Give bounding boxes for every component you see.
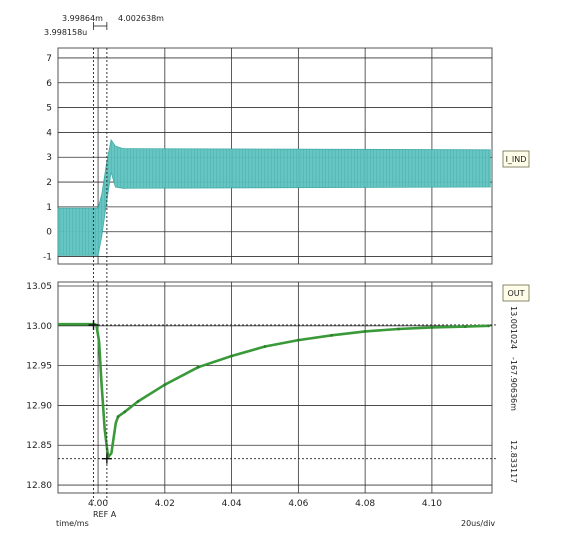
cursor-lines[interactable]: [88, 22, 112, 501]
out-sample-point: [363, 330, 367, 333]
ref-marker-label: REF A: [93, 510, 117, 519]
i-ind-tag-label: I_IND: [506, 155, 527, 164]
right-label-delta: -167.90636m: [509, 357, 518, 411]
top-y-tick-label: 2: [46, 178, 52, 188]
top-y-tick-label: 0: [46, 228, 52, 238]
out-waveform: [58, 322, 491, 459]
out-sample-point: [123, 410, 127, 414]
cursor-2-label: 4.002638m: [118, 14, 164, 23]
bottom-x-tick-label: 4.02: [155, 499, 175, 509]
bottom-x-tick-label: 4.00: [88, 499, 108, 509]
bottom-x-tick-label: 4.08: [355, 499, 375, 509]
bottom-y-tick-label: 12.80: [26, 481, 52, 491]
out-sample-point: [163, 383, 167, 387]
out-sample-point: [297, 338, 300, 342]
out-sample-point: [463, 325, 467, 328]
bottom-y-tick-label: 12.90: [26, 401, 52, 411]
out-sample-point: [487, 324, 491, 328]
out-sample-point: [430, 326, 434, 329]
bottom-plot-axes: 12.80 12.85 12.90 12.95 13.00 13.05 4.00 4.02 4.…: [26, 282, 442, 509]
bottom-x-tick-label: 4.04: [222, 499, 242, 509]
right-label-high: 13.001024: [509, 306, 518, 349]
i-ind-tag[interactable]: I_IND: [502, 150, 530, 168]
cursor-delta-label: 3.998158u: [44, 28, 87, 37]
x-axis-label: time/ms: [56, 519, 89, 528]
out-sample-point: [263, 345, 267, 348]
i-ind-band: [57, 138, 491, 256]
top-y-tick-label: 6: [46, 79, 52, 89]
bottom-y-tick-label: 13.00: [26, 322, 52, 332]
bottom-reference-lines: [58, 324, 496, 460]
top-y-tick-label: 5: [46, 104, 52, 114]
top-y-tick-label: 4: [46, 128, 52, 138]
bottom-x-tick-label: 4.06: [288, 499, 308, 509]
bottom-plot-grid: [57, 281, 493, 494]
out-tag[interactable]: OUT: [502, 284, 530, 302]
top-y-tick-label: 1: [46, 203, 52, 213]
i-ind-envelope: [57, 138, 491, 256]
scale-label: 20us/div: [461, 519, 495, 528]
out-tag-label: OUT: [507, 289, 524, 298]
top-y-tick-label: 3: [46, 153, 52, 163]
bottom-y-tick-label: 12.95: [26, 362, 52, 372]
bottom-x-tick-label: 4.10: [422, 499, 442, 509]
top-y-tick-label: 7: [46, 54, 52, 64]
bottom-plot-frame: [57, 281, 493, 494]
top-y-tick-label: -1: [43, 253, 52, 263]
out-sample-point: [136, 400, 140, 403]
right-label-low: 12.833117: [509, 440, 518, 483]
out-sample-point: [330, 333, 334, 337]
top-plot-y-axis: -1 0 1 2 3 4 5 6 7: [43, 54, 52, 263]
out-sample-point: [397, 327, 400, 331]
out-sample-point: [196, 365, 200, 369]
out-sample-point: [116, 415, 120, 418]
bottom-y-tick-label: 12.85: [26, 441, 52, 451]
out-sample-point: [230, 354, 234, 358]
bottom-y-tick-label: 13.05: [26, 282, 52, 292]
cursor-1-label: 3.99864m: [62, 14, 103, 23]
